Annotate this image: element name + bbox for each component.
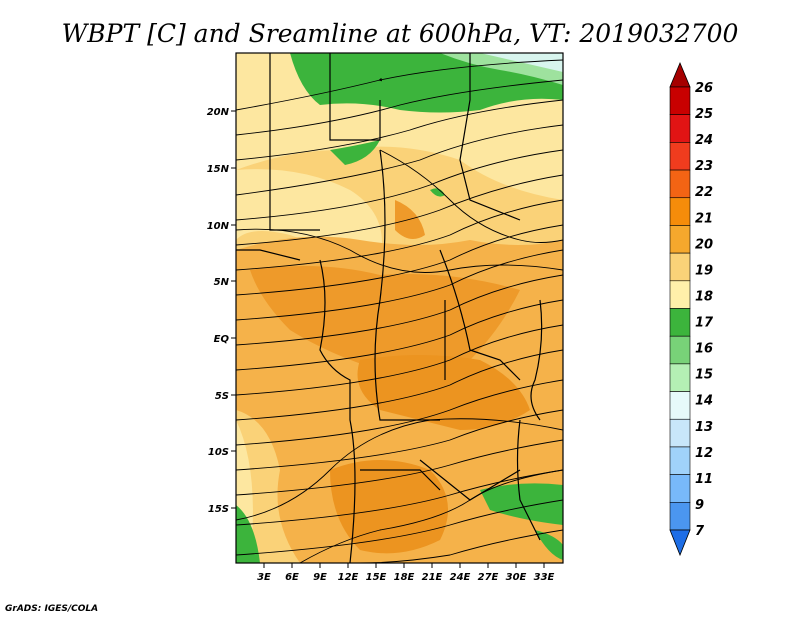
colorbar-label: 7 [695,524,705,539]
lon-tick-label: 30E [506,572,527,583]
country-borders [236,53,543,563]
colorbar-label: 15 [695,368,713,383]
colorbar-box [669,197,691,226]
figure-title: WBPT [C] and Sreamline at 600hPa, VT: 20… [62,19,739,48]
colorbar-label: 26 [695,81,713,96]
colorbar-box [669,142,691,171]
streamlines [236,59,563,563]
lon-tick-label: 33E [534,572,555,583]
lat-tick-label: 10N [207,221,230,232]
colorbar-box [669,169,691,199]
colorbar-boxes [669,86,691,531]
map-panel: 3E 6E 9E 12E 15E 18E 21E 24E 27E 30E 33E… [207,52,564,583]
colorbar-box [669,502,691,531]
wbpt-field [236,53,563,563]
lat-tick-label: 15N [207,164,230,175]
colorbar-box [669,114,691,143]
lon-tick-label: 15E [366,572,387,583]
colorbar-label: 17 [695,316,714,331]
colorbar-label: 25 [695,107,713,122]
grads-credit: GrADS: IGES/COLA [5,604,98,614]
colorbar-labels: 26 25 24 23 22 21 20 19 18 17 16 15 14 13 12 11 9 7 [695,81,714,539]
colorbar: 26 25 24 23 22 21 20 19 18 17 16 15 14 13 12 11 9 7 [669,61,714,557]
colorbar-label: 12 [695,446,713,461]
lon-tick-label: 27E [478,572,499,583]
colorbar-box [669,446,691,475]
colorbar-label: 23 [695,159,713,174]
colorbar-label: 9 [695,498,704,513]
lon-tick-label: 3E [257,572,271,583]
lon-tick-label: 24E [450,572,471,583]
colorbar-box [669,335,691,365]
colorbar-box [669,363,691,392]
colorbar-label: 24 [695,133,713,148]
colorbar-label: 20 [695,237,713,252]
lat-axis: 20N 15N 10N 5N EQ 5S 10S 15S [207,107,236,515]
lat-tick-label: 20N [207,107,230,118]
lon-tick-label: 6E [285,572,299,583]
colorbar-box [669,86,691,115]
lon-tick-label: 18E [394,572,415,583]
colorbar-box [669,418,691,448]
colorbar-label: 19 [695,263,713,278]
lon-tick-label: 12E [338,572,359,583]
colorbar-label: 18 [695,289,713,304]
colorbar-label: 13 [695,420,713,435]
colorbar-top-arrow [669,61,691,88]
colorbar-box [669,280,691,309]
colorbar-label: 11 [695,472,713,487]
colorbar-box [669,474,691,503]
colorbar-label: 14 [695,394,713,409]
lon-tick-label: 21E [422,572,443,583]
map-frame [235,52,564,564]
colorbar-label: 16 [695,342,713,357]
lat-tick-label: 15S [208,504,229,515]
colorbar-label: 22 [695,185,713,200]
colorbar-box [669,252,691,282]
lat-tick-label: 5N [214,277,230,288]
lon-tick-label: 9E [313,572,327,583]
lon-axis: 3E 6E 9E 12E 15E 18E 21E 24E 27E 30E 33E [257,563,555,583]
colorbar-label: 21 [695,211,713,226]
colorbar-box [669,225,691,254]
lat-tick-label: 5S [215,391,229,402]
lat-tick-label: EQ [214,334,230,345]
lat-tick-label: 10S [208,447,229,458]
colorbar-bottom-arrow [669,529,691,557]
colorbar-box [669,308,691,337]
colorbar-box [669,391,691,420]
